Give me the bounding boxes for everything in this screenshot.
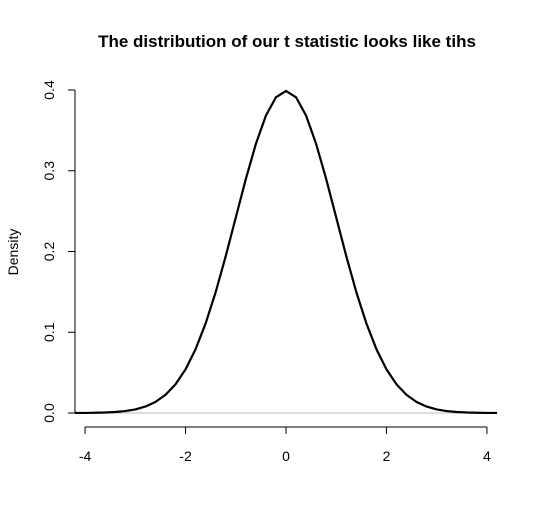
- y-tick-label: 0.3: [41, 161, 57, 181]
- x-tick-label: 0: [282, 448, 290, 464]
- y-tick-label: 0.4: [41, 80, 57, 100]
- y-tick-label: 0.2: [41, 242, 57, 262]
- x-tick-label: 4: [483, 448, 491, 464]
- chart-title: The distribution of our t statistic look…: [98, 32, 476, 51]
- y-tick-label: 0.1: [41, 322, 57, 342]
- x-tick-label: -2: [179, 448, 192, 464]
- density-curve: [75, 89, 497, 415]
- x-tick-label: 2: [383, 448, 391, 464]
- y-axis: 0.0 0.1 0.2 0.3 0.4: [41, 80, 76, 423]
- x-axis: -4 -2 0 2 4: [79, 426, 491, 464]
- y-tick-label: 0.0: [41, 403, 57, 423]
- x-tick-label: -4: [79, 448, 92, 464]
- y-axis-label: Density: [5, 229, 21, 276]
